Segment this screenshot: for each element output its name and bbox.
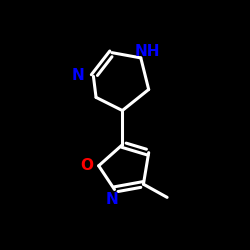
Text: NH: NH bbox=[134, 44, 160, 59]
Text: N: N bbox=[106, 192, 118, 208]
Text: O: O bbox=[80, 158, 93, 173]
Text: N: N bbox=[71, 68, 84, 82]
